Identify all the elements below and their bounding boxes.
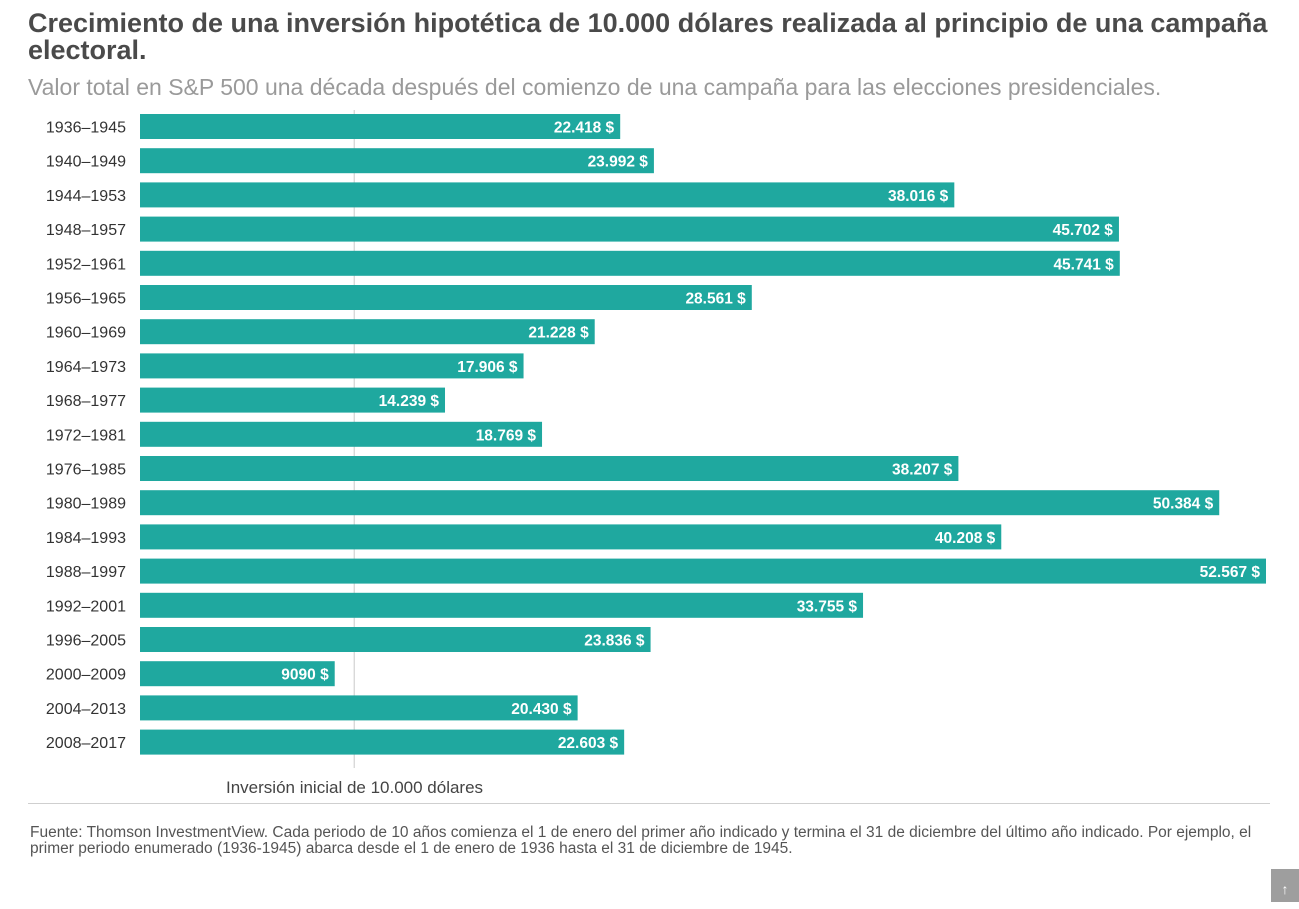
category-label: 1968–1977 [46, 393, 126, 410]
value-label: 17.906 $ [457, 359, 518, 376]
value-label: 28.561 $ [685, 291, 746, 308]
value-label: 50.384 $ [1153, 496, 1214, 513]
value-label: 14.239 $ [379, 393, 440, 410]
reference-line-label: Inversión inicial de 10.000 dólares [226, 778, 484, 797]
category-label: 2004–2013 [46, 701, 126, 718]
bar [140, 524, 1002, 550]
category-label: 1980–1989 [46, 496, 126, 513]
value-label: 38.207 $ [892, 462, 953, 479]
category-label: 1936–1945 [46, 120, 126, 137]
value-label: 22.418 $ [554, 120, 615, 137]
bar [140, 592, 864, 618]
category-label: 1976–1985 [46, 462, 126, 479]
category-label: 1948–1957 [46, 222, 126, 239]
bar [140, 182, 955, 208]
value-label: 22.603 $ [558, 735, 619, 752]
category-label: 1996–2005 [46, 633, 126, 650]
category-label: 1988–1997 [46, 564, 126, 581]
bar [140, 353, 524, 379]
value-label: 33.755 $ [797, 598, 858, 615]
category-label: 1964–1973 [46, 359, 126, 376]
bar [140, 421, 543, 447]
category-label: 1956–1965 [46, 291, 126, 308]
bar [140, 250, 1120, 276]
value-label: 40.208 $ [935, 530, 996, 547]
bar [140, 558, 1266, 584]
bar [140, 627, 651, 652]
value-label: 9090 $ [281, 667, 329, 684]
source-note: Fuente: Thomson InvestmentView. Cada per… [30, 824, 1252, 857]
chart-subtitle: Valor total en S&P 500 una década despué… [28, 74, 1162, 100]
bar [140, 661, 335, 687]
value-label: 20.430 $ [511, 701, 572, 718]
category-label: 1992–2001 [46, 598, 126, 615]
value-label: 23.992 $ [588, 154, 649, 171]
divider [28, 803, 1270, 804]
scroll-to-top-button[interactable]: ↑ [1271, 869, 1299, 902]
value-label: 38.016 $ [888, 188, 949, 205]
category-label: 2000–2009 [46, 667, 126, 684]
category-label: 1960–1969 [46, 325, 126, 342]
bar [140, 319, 595, 345]
value-label: 45.702 $ [1053, 222, 1114, 239]
category-label: 1940–1949 [46, 154, 126, 171]
value-label: 45.741 $ [1053, 256, 1114, 273]
bar [140, 216, 1119, 242]
bar [140, 456, 959, 481]
chart-title: Crecimiento de una inversión hipotética … [28, 8, 1268, 65]
bar [140, 114, 621, 139]
bar [140, 490, 1220, 516]
arrow-up-icon: ↑ [1281, 881, 1289, 897]
bar [140, 285, 752, 310]
category-label: 1952–1961 [46, 256, 126, 273]
value-label: 52.567 $ [1200, 564, 1261, 581]
value-label: 23.836 $ [584, 633, 645, 650]
category-label: 1972–1981 [46, 427, 126, 444]
bar [140, 695, 578, 721]
bar [140, 387, 446, 413]
category-label: 2008–2017 [46, 735, 126, 752]
value-label: 21.228 $ [528, 325, 589, 342]
bar [140, 148, 654, 174]
category-label: 1944–1953 [46, 188, 126, 205]
value-label: 18.769 $ [476, 427, 537, 444]
bar-chart: 1936–1945 22.418 $ 1940–1949 23.992 $ 1944–1… [46, 110, 1266, 768]
bar [140, 729, 625, 755]
category-label: 1984–1993 [46, 530, 126, 547]
